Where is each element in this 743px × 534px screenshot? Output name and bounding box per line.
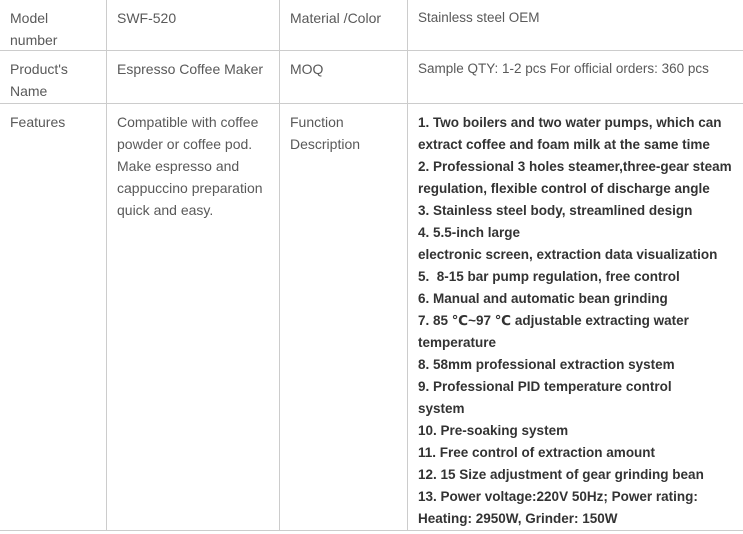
- function-description-line: 11. Free control of extraction amount: [418, 445, 656, 460]
- product-name-label: Product's Name: [0, 51, 107, 104]
- function-description-line: 13. Power voltage:220V 50Hz; Power ratin…: [418, 489, 698, 504]
- material-color-value: Stainless steel OEM: [408, 0, 743, 51]
- function-description-line: 5. 8-15 bar pump regulation, free contro…: [418, 269, 680, 284]
- function-description-line: Heating: 2950W, Grinder: 150W: [418, 511, 618, 526]
- moq-label: MOQ: [280, 51, 408, 104]
- function-description-list: 1. Two boilers and two water pumps, whic…: [408, 104, 743, 531]
- features-label: Features: [0, 104, 107, 531]
- function-description-line: 12. 15 Size adjustment of gear grinding …: [418, 467, 704, 482]
- function-description-line: 2. Professional 3 holes steamer,three-ge…: [418, 159, 732, 174]
- function-description-line: 4. 5.5-inch large: [418, 225, 521, 240]
- function-description-line: 9. Professional PID temperature control: [418, 379, 672, 394]
- function-description-line: 10. Pre-soaking system: [418, 423, 569, 438]
- function-description-line: regulation, flexible control of discharg…: [418, 181, 710, 196]
- function-description-line: 8. 58mm professional extraction system: [418, 357, 675, 372]
- function-description-label: Function Description: [280, 104, 408, 531]
- features-value: Compatible with coffee powder or coffee …: [107, 104, 280, 531]
- function-description-line: 7. 85 ℃~97 ℃ adjustable extracting water: [418, 313, 689, 328]
- model-number-value: SWF-520: [107, 0, 280, 51]
- function-description-line: extract coffee and foam milk at the same…: [418, 137, 710, 152]
- material-color-label: Material /Color: [280, 0, 408, 51]
- function-description-line: 6. Manual and automatic bean grinding: [418, 291, 668, 306]
- moq-value: Sample QTY: 1-2 pcs For official orders:…: [408, 51, 743, 104]
- model-number-label: Model number: [0, 0, 107, 51]
- function-description-line: 1. Two boilers and two water pumps, whic…: [418, 115, 722, 130]
- function-description-line: 3. Stainless steel body, streamlined des…: [418, 203, 693, 218]
- function-description-line: electronic screen, extraction data visua…: [418, 247, 718, 262]
- function-description-line: system: [418, 401, 465, 416]
- product-name-value: Espresso Coffee Maker: [107, 51, 280, 104]
- function-description-line: temperature: [418, 335, 497, 350]
